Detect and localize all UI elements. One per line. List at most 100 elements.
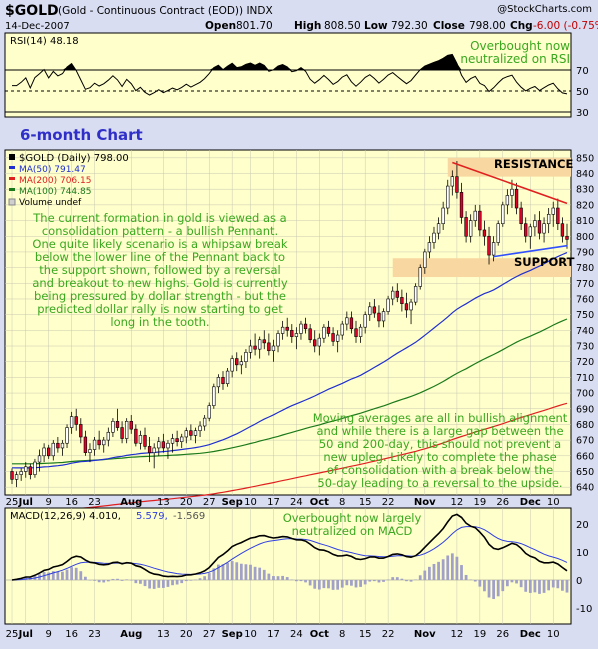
- support-trendline: [493, 244, 568, 258]
- candle-up: [294, 333, 299, 337]
- macd-x-axis: 25 Jul 9 16 23 Aug 13 20 27 Sep 10 17 24 Oct 8 15 22 Nov 1…: [6, 629, 560, 640]
- macd-histogram-bar: [450, 553, 454, 580]
- candle-up: [244, 351, 248, 363]
- x-tick-label: 26: [496, 629, 509, 640]
- chart-title: 6-month Chart: [20, 126, 143, 144]
- macd-histogram-bar: [125, 579, 129, 580]
- macd-histogram-bar: [88, 580, 92, 581]
- candle-down: [161, 441, 166, 449]
- candle-up: [152, 447, 156, 453]
- macd-histogram-bar: [400, 578, 404, 580]
- chg-value: -6.00 (-0.75%): [533, 20, 598, 32]
- low-value: 792.30: [391, 20, 428, 32]
- resistance-trendline: [452, 161, 568, 205]
- macd-histogram-bar: [510, 580, 514, 583]
- candle-up: [37, 455, 42, 463]
- candle-down: [313, 339, 317, 347]
- x-tick-label: Oct: [310, 629, 329, 640]
- macd-histogram-bar: [143, 580, 147, 587]
- macd-histogram-bar: [331, 580, 335, 590]
- macd-histogram-bar: [258, 567, 262, 580]
- open-label: Open: [205, 20, 236, 32]
- price-y-ticks: 640 650 660 670 680 690 700 710 720 730 740 750 760 7…: [576, 153, 594, 493]
- rsi-panel: RSI(14) 48.18 Overbought now neutralized…: [4, 32, 589, 119]
- candle-up: [358, 326, 363, 337]
- macd-histogram-bar: [519, 580, 523, 588]
- macd-histogram-bar: [134, 580, 138, 584]
- candle-up: [446, 185, 450, 209]
- x-tick-label: 16: [65, 497, 78, 508]
- x-tick-label: 20: [180, 629, 193, 640]
- macd-histogram-bar: [93, 580, 96, 581]
- ma-commentary-line-1: Moving averages are all in bullish align…: [313, 411, 568, 425]
- rsi-annotation-2: neutralized on RSI: [460, 52, 570, 66]
- macd-histogram-bar: [533, 580, 537, 593]
- candle-down: [478, 210, 482, 231]
- candle-up: [225, 370, 230, 384]
- price-tick-label: 710: [576, 373, 594, 384]
- candle-down: [10, 471, 14, 480]
- candle-up: [202, 417, 207, 427]
- macd-histogram-bar: [322, 580, 326, 589]
- candle-up: [184, 430, 188, 438]
- macd-histogram-bar: [221, 564, 225, 580]
- candle-up: [546, 213, 551, 225]
- x-tick-label: 24: [290, 629, 303, 640]
- candle-up: [322, 326, 326, 339]
- price-tick-label: 770: [576, 279, 594, 290]
- macd-tick-10: 10: [576, 548, 589, 559]
- candle-up: [19, 471, 23, 475]
- price-tick-label: 750: [576, 310, 594, 321]
- macd-histogram-bar: [281, 575, 284, 580]
- candle-up: [528, 226, 532, 237]
- macd-histogram-bar: [464, 574, 468, 580]
- macd-histogram-bar: [97, 580, 101, 583]
- macd-histogram-bar: [51, 571, 55, 580]
- macd-histogram-bar: [120, 580, 124, 581]
- macd-histogram-bar: [166, 580, 170, 587]
- macd-panel-bg: [4, 507, 572, 625]
- candle-down: [56, 442, 60, 449]
- macd-histogram-bar: [10, 580, 14, 581]
- macd-histogram-bar: [386, 579, 390, 581]
- macd-annotation-1: Overbought now largely: [283, 511, 422, 525]
- macd-legend-hist: -1.569: [173, 511, 205, 522]
- moving-average-commentary: Moving averages are all in bullish align…: [313, 411, 568, 490]
- macd-histogram-bar: [359, 580, 362, 587]
- rsi-tick-70: 70: [576, 66, 589, 77]
- candle-down: [514, 188, 519, 209]
- price-tick-label: 720: [576, 357, 594, 368]
- macd-histogram-bar: [203, 576, 207, 580]
- candle-down: [143, 435, 147, 447]
- commentary-line-3: One quite likely scenario is a whipsaw b…: [32, 237, 288, 251]
- candle-up: [124, 420, 129, 439]
- macd-histogram-bar: [505, 580, 509, 587]
- price-tick-label: 660: [576, 451, 594, 462]
- macd-histogram-bar: [547, 580, 551, 591]
- macd-histogram-bar: [382, 580, 385, 582]
- x-tick-label: 22: [382, 629, 395, 640]
- x-tick-label: 23: [88, 497, 101, 508]
- candle-up: [491, 242, 496, 256]
- candle-down: [189, 430, 193, 436]
- ohlc-readout: Open 801.70 High 808.50 Low 792.30 Close…: [205, 20, 598, 32]
- macd-histogram-bar: [102, 580, 106, 583]
- macd-histogram-bar: [129, 580, 133, 581]
- candle-up: [501, 204, 505, 225]
- ma-commentary-line-2: and while there is a large gap between t…: [316, 424, 563, 438]
- candle-up: [340, 323, 344, 336]
- macd-histogram-bar: [551, 580, 555, 588]
- candle-down: [267, 342, 271, 352]
- chart-header: $GOLD (Gold - Continuous Contract (EOD))…: [5, 3, 598, 32]
- macd-histogram-bar: [285, 577, 289, 580]
- macd-histogram-bar: [515, 580, 518, 584]
- low-label: Low: [364, 20, 388, 32]
- price-tick-label: 780: [576, 263, 594, 274]
- candle-down: [326, 326, 331, 334]
- candle-down: [262, 339, 266, 344]
- price-tick-label: 850: [576, 153, 594, 164]
- macd-histogram-bar: [84, 576, 87, 580]
- candle-down: [285, 326, 289, 331]
- candle-down: [147, 446, 152, 453]
